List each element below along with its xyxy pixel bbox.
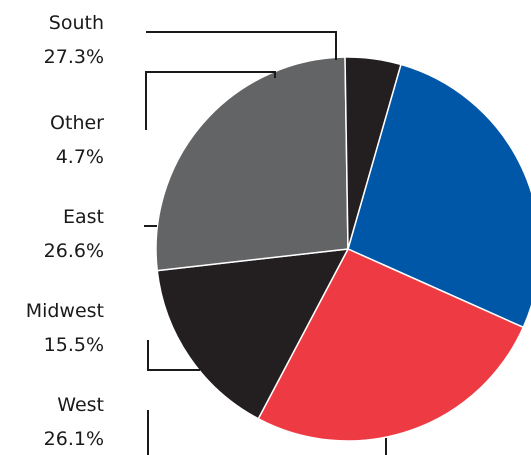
slice-percent-east: 26.6%	[44, 240, 104, 262]
leader-line-south	[146, 31, 337, 60]
pie-slice-east	[155, 56, 349, 272]
leader-line-other	[145, 71, 276, 130]
pie-slices	[155, 56, 531, 442]
pie-slice-midwest	[156, 248, 349, 420]
pie-slice-other	[344, 56, 402, 250]
slice-percent-other: 4.7%	[56, 146, 104, 168]
slice-label-other: Other	[50, 112, 104, 134]
pie-slice-west	[257, 248, 525, 442]
slice-label-east: East	[63, 206, 104, 228]
slice-label-south: South	[49, 12, 104, 34]
pie-slice-south	[347, 63, 531, 329]
slice-percent-south: 27.3%	[44, 46, 104, 68]
slice-percent-midwest: 15.5%	[44, 334, 104, 356]
slice-label-midwest: Midwest	[26, 300, 104, 322]
slice-percent-west: 26.1%	[44, 428, 104, 450]
slice-label-west: West	[57, 394, 104, 416]
leader-line-midwest	[147, 340, 200, 371]
